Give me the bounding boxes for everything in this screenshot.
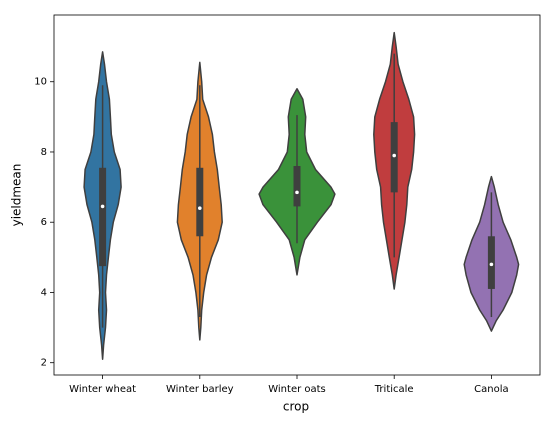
- iqr-box: [293, 166, 301, 207]
- x-tick-label: Canola: [474, 384, 508, 395]
- x-axis-label: crop: [283, 400, 309, 414]
- y-tick-label: 4: [41, 287, 47, 298]
- median: [100, 204, 105, 209]
- x-tick-label: Winter barley: [166, 384, 234, 395]
- y-tick-label: 8: [41, 147, 47, 158]
- y-axis-label: yieldmean: [10, 164, 24, 227]
- y-tick-label: 10: [34, 77, 47, 88]
- x-tick-label: Winter oats: [268, 384, 326, 395]
- median: [489, 262, 494, 267]
- y-tick-label: 2: [41, 358, 47, 369]
- y-tick-label: 6: [41, 217, 47, 228]
- median: [295, 190, 299, 195]
- median: [198, 206, 202, 210]
- x-tick-label: Winter wheat: [69, 384, 136, 395]
- median: [392, 153, 397, 158]
- iqr-box: [99, 167, 107, 267]
- iqr-box: [196, 167, 204, 237]
- x-tick-label: Triticale: [374, 384, 414, 395]
